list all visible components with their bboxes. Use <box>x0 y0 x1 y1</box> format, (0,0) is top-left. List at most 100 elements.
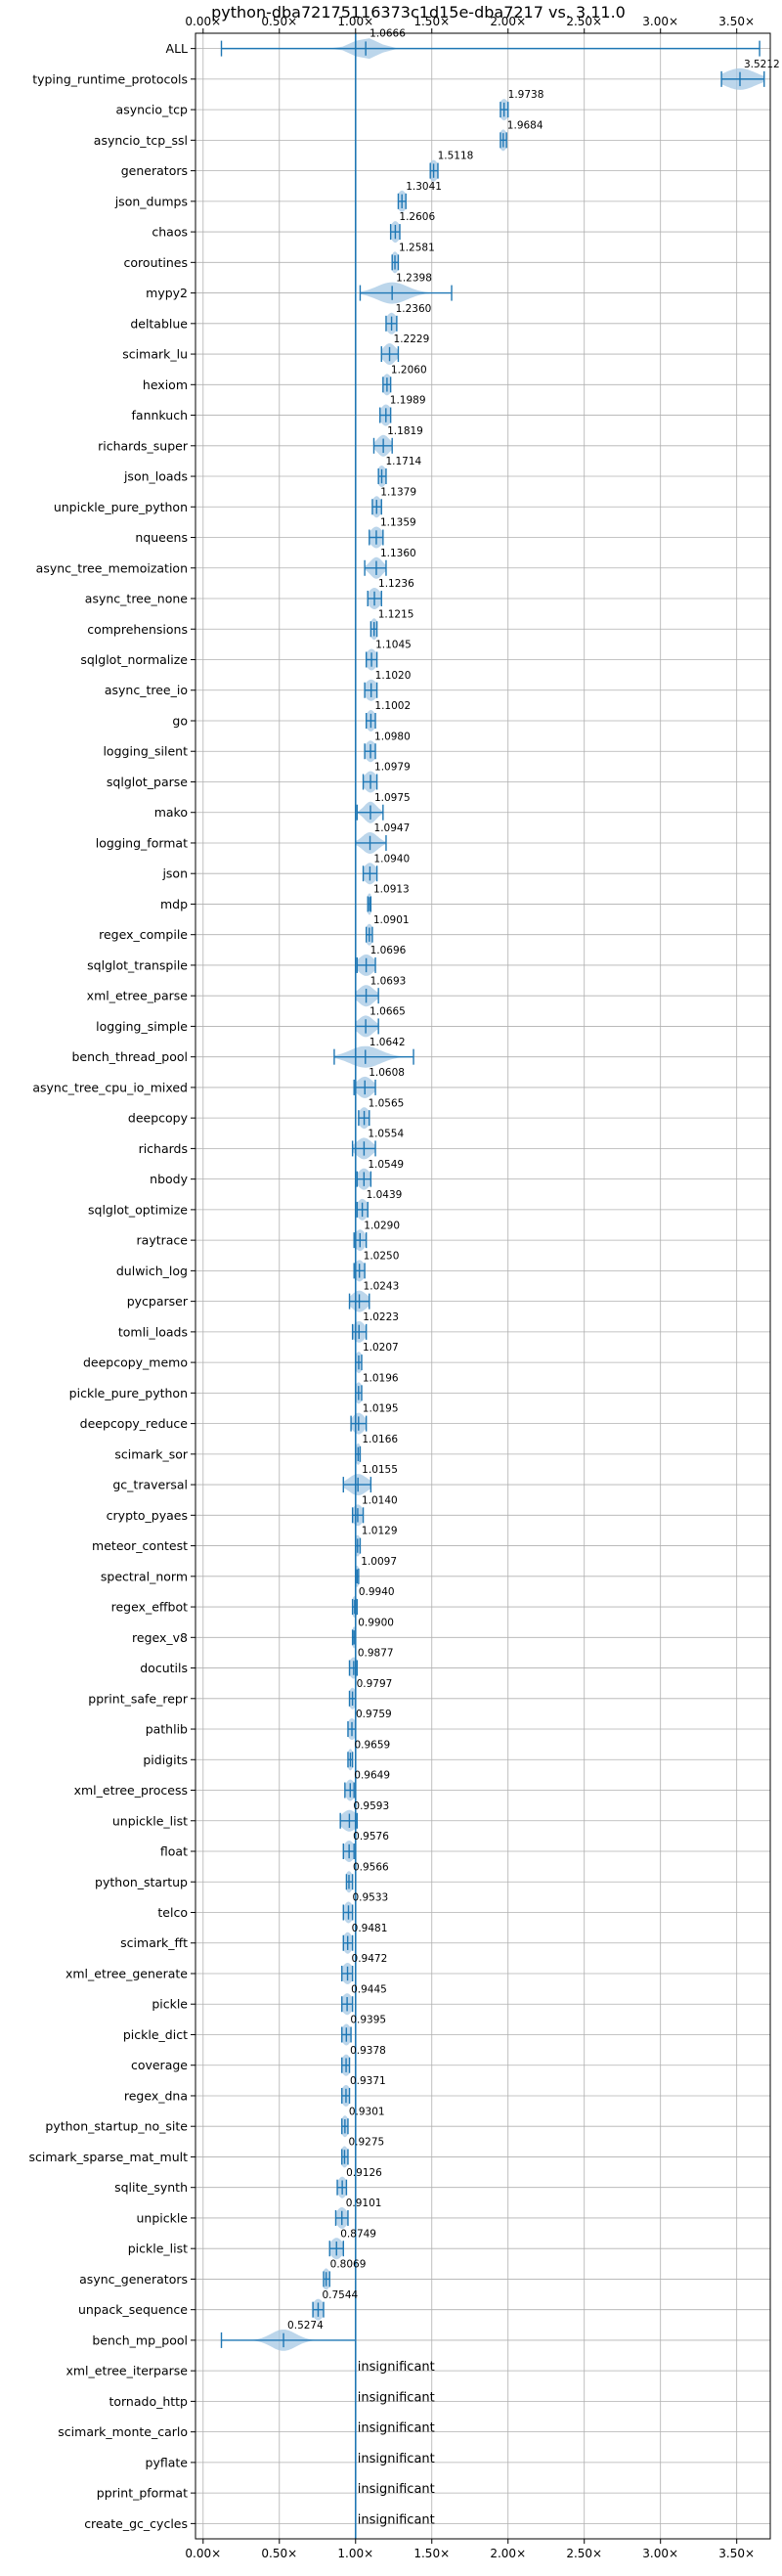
x-tick-label-bottom: 1.00× <box>337 2547 373 2560</box>
y-tick-label: ALL <box>166 41 189 56</box>
value-label: 1.0250 <box>364 1251 400 1263</box>
violin <box>720 67 765 90</box>
violin <box>385 312 398 334</box>
y-tick-label: deepcopy_memo <box>83 1355 188 1370</box>
y-tick-label: sqlglot_normalize <box>80 652 188 667</box>
violin <box>358 1107 370 1130</box>
value-label: 1.1359 <box>380 517 416 529</box>
y-tick-label: pprint_safe_repr <box>88 1691 189 1706</box>
x-tick-label-top: 2.50× <box>566 15 602 28</box>
y-tick-label: scimark_sparse_mat_mult <box>29 2150 189 2164</box>
violin <box>367 893 372 915</box>
violin <box>342 1932 354 1954</box>
y-tick-label: json_dumps <box>114 194 188 208</box>
violin <box>351 1596 359 1619</box>
y-tick-label: xml_etree_iterparse <box>65 2364 188 2378</box>
violin <box>365 710 376 732</box>
value-label: 0.9566 <box>353 1861 389 1873</box>
insignificant-label: insignificant <box>358 2360 435 2375</box>
violin <box>429 159 439 182</box>
value-label: 0.9101 <box>346 2198 382 2209</box>
value-label: 1.2229 <box>394 333 430 345</box>
y-tick-label: pathlib <box>146 1722 188 1737</box>
violin <box>355 1015 379 1038</box>
x-tick-label-top: 1.00× <box>337 15 373 28</box>
violin <box>371 496 382 518</box>
x-tick-label-bottom: 1.50× <box>413 2547 450 2560</box>
x-tick-label-top: 3.00× <box>642 15 678 28</box>
value-label: 1.0196 <box>363 1372 399 1384</box>
y-tick-label: deepcopy <box>128 1111 189 1126</box>
y-tick-label: dulwich_log <box>116 1264 188 1278</box>
value-label: 0.9275 <box>348 2137 384 2149</box>
value-label: 1.1360 <box>380 548 416 559</box>
value-label: 1.1020 <box>375 670 412 682</box>
insignificant-label: insignificant <box>358 2452 435 2466</box>
violin <box>377 466 387 487</box>
value-label: 1.0140 <box>362 1494 398 1506</box>
y-tick-label: pyflate <box>146 2455 189 2469</box>
value-label: 1.0097 <box>361 1556 397 1568</box>
violin <box>348 1290 370 1312</box>
x-tick-label-bottom: 2.00× <box>490 2547 526 2560</box>
violin <box>339 1809 359 1832</box>
value-label: 1.1714 <box>385 456 421 467</box>
violin <box>328 2238 344 2260</box>
value-label: 1.0665 <box>369 1006 406 1018</box>
y-tick-label: mako <box>154 805 188 820</box>
violin <box>342 1901 354 1924</box>
value-label: 1.2060 <box>391 364 427 376</box>
y-tick-label: float <box>160 1844 188 1859</box>
violin <box>356 954 376 976</box>
violin <box>356 1168 372 1190</box>
value-label: 1.0166 <box>362 1434 398 1445</box>
value-label: 1.0290 <box>364 1220 400 1231</box>
violin <box>500 99 509 121</box>
y-tick-label: unpickle_pure_python <box>54 500 188 514</box>
y-tick-label: unpickle <box>136 2210 188 2225</box>
violin <box>356 1198 369 1221</box>
violin <box>362 863 378 885</box>
violin <box>359 282 453 304</box>
x-tick-label-top: 0.50× <box>261 15 297 28</box>
value-label: 1.0439 <box>367 1189 403 1201</box>
x-tick-label-top: 2.00× <box>490 15 526 28</box>
violin <box>341 2023 352 2046</box>
chart-title: python-dba72175116373c1d15e-dba7217 vs. … <box>211 3 626 22</box>
violin <box>365 648 378 671</box>
violin <box>341 2085 351 2107</box>
value-label: 1.0554 <box>368 1129 404 1140</box>
value-label: 1.0155 <box>362 1464 398 1476</box>
y-tick-label: sqlglot_optimize <box>88 1202 188 1217</box>
value-label: 0.9301 <box>349 2106 385 2117</box>
violin <box>379 404 392 426</box>
violin <box>355 985 379 1007</box>
y-tick-label: pidigits <box>143 1753 188 1767</box>
value-label: 0.9126 <box>346 2167 382 2179</box>
violin <box>345 1871 354 1893</box>
y-tick-label: bench_thread_pool <box>71 1049 188 1064</box>
x-tick-label-bottom: 0.00× <box>185 2547 221 2560</box>
value-label: 0.7544 <box>322 2289 358 2301</box>
value-label: 0.5274 <box>287 2320 324 2332</box>
y-tick-label: coroutines <box>124 255 188 270</box>
value-label: 0.9533 <box>352 1892 388 1904</box>
y-tick-label: async_tree_none <box>85 592 189 606</box>
tick-layer: 0.00× 0.00× 0.50× 0.50× 1.00× 1.00× 1.50× 1.50×… <box>29 15 756 2560</box>
value-label: 1.9684 <box>507 119 543 131</box>
label-layer: 1.0666 3.5212 1.9738 1.9684 1.5118 1.3041 1.26… <box>287 28 780 2528</box>
value-label: 1.0940 <box>373 853 410 865</box>
y-tick-label: regex_v8 <box>132 1630 188 1645</box>
y-tick-label: async_tree_io <box>105 683 188 697</box>
y-tick-label: logging_format <box>96 835 188 850</box>
value-label: 1.3041 <box>406 181 442 193</box>
violin <box>355 832 387 854</box>
value-label: 1.0608 <box>369 1067 405 1079</box>
y-tick-label: asyncio_tcp <box>116 103 189 117</box>
value-label: 0.9445 <box>351 1983 387 1995</box>
violin <box>500 129 507 152</box>
y-tick-label: fannkuch <box>132 408 188 422</box>
violin <box>391 251 400 274</box>
y-tick-label: richards <box>139 1141 188 1156</box>
value-label: 3.5212 <box>744 59 780 70</box>
